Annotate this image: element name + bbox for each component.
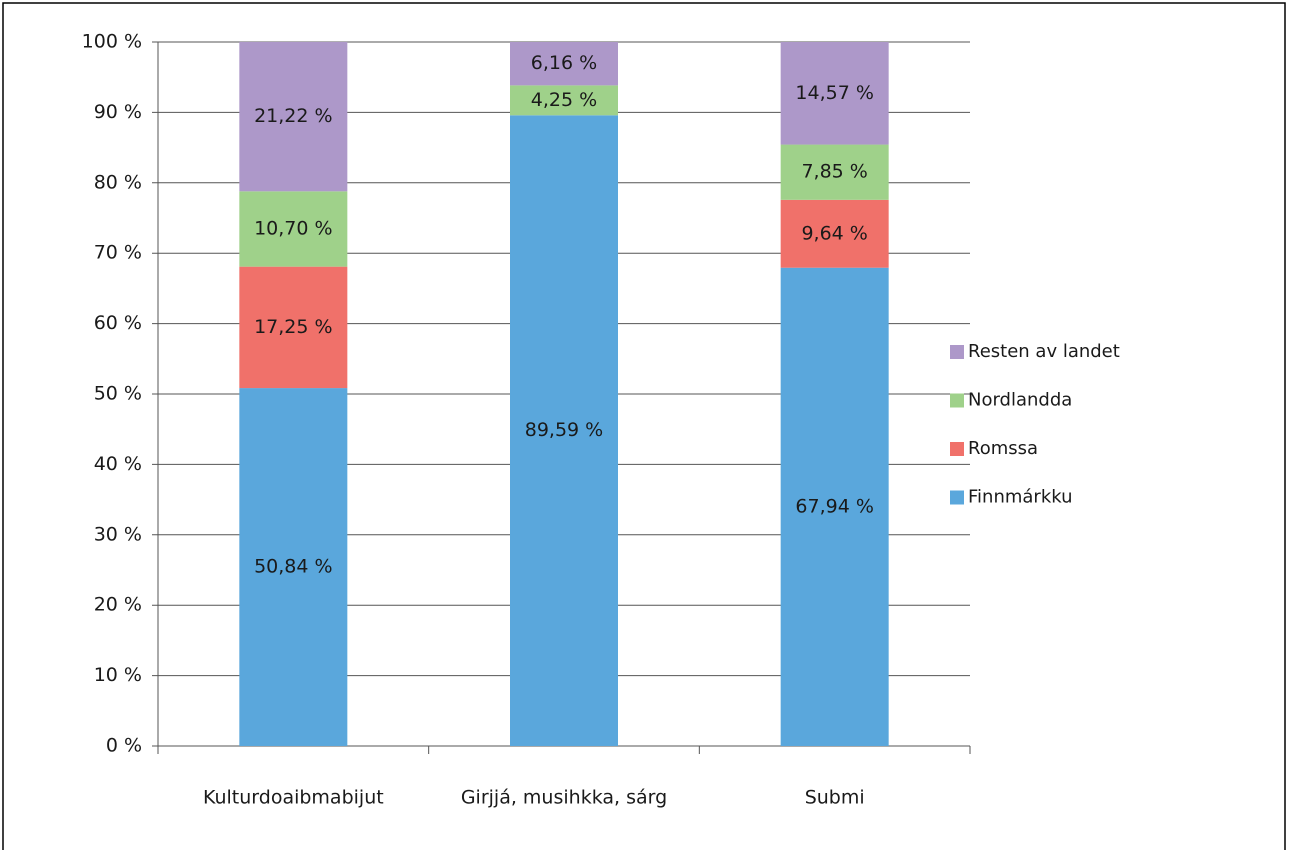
legend-label: Resten av landet: [968, 341, 1120, 362]
bar-segment: [780, 42, 889, 145]
data-label: 10,70 %: [254, 217, 333, 239]
y-tick-label: 80 %: [94, 171, 142, 193]
x-tick-label: Kulturdoaibmabijut: [203, 787, 384, 809]
data-label: 21,22 %: [254, 105, 333, 127]
bar-segment: [239, 41, 348, 192]
y-tick-label: 0 %: [106, 735, 142, 757]
data-label: 4,25 %: [531, 89, 597, 111]
bar-segment: [780, 144, 889, 200]
y-tick-label: 60 %: [94, 312, 142, 334]
legend-label: Romssa: [968, 438, 1038, 459]
bar-segment: [780, 199, 889, 268]
y-tick-label: 70 %: [94, 242, 142, 264]
y-tick-label: 50 %: [94, 383, 142, 405]
legend-label: Finnmárkku: [968, 487, 1073, 508]
legend-swatch: [950, 393, 964, 408]
bar-segment: [510, 115, 618, 747]
bar-segment: [239, 388, 348, 746]
legend-swatch: [950, 345, 964, 359]
y-tick-label: 40 %: [94, 453, 142, 475]
data-label: 14,57 %: [795, 82, 874, 104]
legend-label: Nordlandda: [968, 390, 1072, 411]
y-tick-label: 100 %: [82, 31, 142, 53]
bar-segment: [510, 85, 618, 116]
data-label: 50,84 %: [254, 556, 333, 578]
x-tick-label: Girjjá, musihkka, sárg: [461, 787, 667, 809]
y-tick-label: 30 %: [94, 523, 142, 545]
legend-swatch: [950, 490, 964, 505]
bar-segment: [780, 267, 889, 746]
y-tick-label: 90 %: [94, 101, 142, 123]
bar-segment: [510, 42, 618, 86]
bar-segment: [239, 191, 348, 267]
x-tick-label: Submi: [805, 787, 865, 809]
data-label: 9,64 %: [801, 222, 867, 244]
legend-swatch: [950, 442, 964, 456]
data-label: 67,94 %: [795, 495, 874, 517]
data-label: 7,85 %: [801, 161, 867, 183]
data-label: 17,25 %: [254, 316, 333, 338]
y-tick-label: 20 %: [94, 594, 142, 616]
bar-segment: [239, 266, 348, 389]
y-tick-label: 10 %: [94, 664, 142, 686]
data-label: 89,59 %: [525, 419, 604, 441]
data-label: 6,16 %: [531, 52, 597, 74]
